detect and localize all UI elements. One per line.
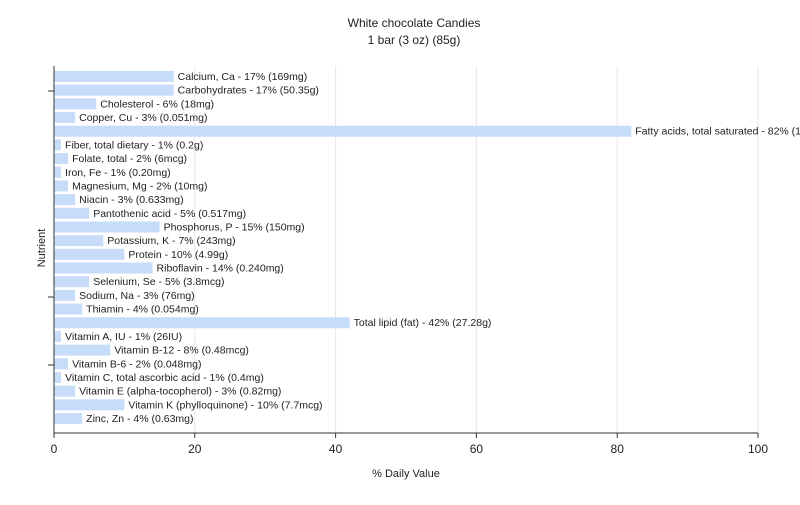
bar-data-label: Copper, Cu - 3% (0.051mg) [79, 112, 207, 124]
bar [54, 71, 174, 82]
bar-data-label: Vitamin C, total ascorbic acid - 1% (0.4… [65, 372, 264, 384]
bar [54, 180, 69, 192]
bar [54, 289, 76, 301]
bar [54, 139, 62, 151]
bar-data-label: Pantothenic acid - 5% (0.517mg) [93, 208, 246, 220]
bar [54, 330, 62, 342]
x-tick-label: 0 [51, 442, 58, 456]
bar-data-label: Vitamin A, IU - 1% (26IU) [65, 331, 182, 343]
bar-data-label: Potassium, K - 7% (243mg) [107, 235, 235, 247]
bar [54, 371, 62, 383]
bar [54, 385, 76, 397]
bar-data-label: Iron, Fe - 1% (0.20mg) [65, 167, 171, 179]
bar-data-label: Sodium, Na - 3% (76mg) [79, 290, 195, 302]
bar-data-label: Carbohydrates - 17% (50.35g) [178, 85, 319, 97]
bar-data-label: Zinc, Zn - 4% (0.63mg) [86, 413, 193, 425]
bar-data-label: Vitamin B-12 - 8% (0.48mcg) [114, 345, 249, 357]
axes-group [48, 66, 759, 438]
y-axis-title: Nutrient [36, 229, 48, 268]
bar [54, 84, 174, 96]
bar [54, 166, 62, 178]
bar-data-label: Fatty acids, total saturated - 82% (16.5… [635, 126, 800, 138]
bar [54, 194, 76, 206]
bar-data-label: Fiber, total dietary - 1% (0.2g) [65, 139, 203, 151]
x-tick-label: 60 [470, 442, 484, 456]
bar [54, 112, 76, 124]
bar-data-label: Total lipid (fat) - 42% (27.28g) [354, 317, 492, 329]
chart-title: White chocolate Candies [348, 16, 481, 30]
bar-data-label: Magnesium, Mg - 2% (10mg) [72, 180, 207, 192]
bar-data-label: Protein - 10% (4.99g) [128, 249, 228, 261]
bar-data-label: Vitamin K (phylloquinone) - 10% (7.7mcg) [128, 399, 322, 411]
bar [54, 262, 153, 274]
grid-lines [194, 66, 759, 433]
bar [54, 317, 350, 329]
bar [54, 153, 69, 165]
bar [54, 276, 90, 288]
bar [54, 344, 111, 356]
x-tick-label: 20 [188, 442, 202, 456]
bar-data-label: Cholesterol - 6% (18mg) [100, 98, 214, 110]
bar [54, 413, 83, 424]
bar [54, 235, 104, 247]
bar [54, 125, 632, 137]
bar-data-label: Phosphorus, P - 15% (150mg) [164, 221, 305, 233]
x-tick-label: 40 [329, 442, 343, 456]
bar [54, 303, 83, 315]
x-tick-labels: 0 20 40 60 80 100 [51, 442, 769, 456]
bar-data-label: Folate, total - 2% (6mcg) [72, 153, 187, 165]
bar [54, 399, 125, 411]
bar-data-label: Vitamin B-6 - 2% (0.048mg) [72, 358, 201, 370]
bar [54, 358, 69, 370]
bar [54, 98, 97, 110]
bar [54, 248, 125, 260]
x-tick-label: 100 [748, 442, 768, 456]
bar [54, 207, 90, 219]
x-axis-title: % Daily Value [372, 468, 440, 480]
bar-data-label: Riboflavin - 14% (0.240mg) [157, 263, 284, 275]
chart-subtitle: 1 bar (3 oz) (85g) [368, 33, 461, 47]
x-tick-label: 80 [611, 442, 625, 456]
bar-data-label: Calcium, Ca - 17% (169mg) [178, 71, 308, 83]
bars-group: Calcium, Ca - 17% (169mg) Carbohydrates -… [54, 71, 800, 425]
bar [54, 221, 160, 233]
bar-data-label: Niacin - 3% (0.633mg) [79, 194, 183, 206]
bar-data-label: Vitamin E (alpha-tocopherol) - 3% (0.82m… [79, 386, 281, 398]
bar-data-label: Selenium, Se - 5% (3.8mcg) [93, 276, 224, 288]
bar-data-label: Thiamin - 4% (0.054mg) [86, 304, 199, 316]
